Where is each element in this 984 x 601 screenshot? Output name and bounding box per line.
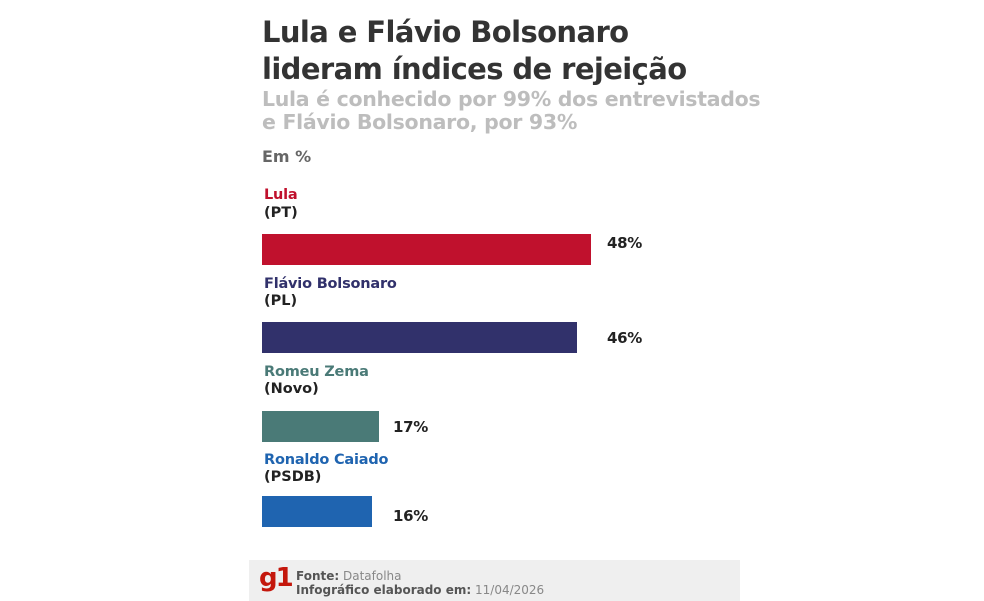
source-value: Datafolha bbox=[343, 569, 402, 583]
candidate-party: (PL) bbox=[264, 293, 298, 309]
subtitle-line-2: e Flávio Bolsonaro, por 93% bbox=[262, 110, 578, 134]
bar-flavio-bolsonaro bbox=[262, 322, 577, 353]
bar-ronaldo-caiado bbox=[262, 496, 372, 527]
source-label: Fonte: bbox=[296, 569, 340, 583]
subtitle-line-1: Lula é conhecido por 99% dos entrevistad… bbox=[262, 87, 761, 111]
candidate-party: (PT) bbox=[264, 205, 298, 221]
candidate-party: (Novo) bbox=[264, 381, 319, 397]
bar-lula bbox=[262, 234, 591, 265]
g1-logo-icon: g1 bbox=[259, 563, 294, 593]
bar-romeu-zema bbox=[262, 411, 379, 442]
chart-title: Lula e Flávio Bolsonaro lideram índices … bbox=[262, 14, 782, 88]
bar-value: 46% bbox=[607, 329, 643, 347]
date-value: 11/04/2026 bbox=[475, 583, 545, 597]
bar-value: 48% bbox=[607, 234, 643, 252]
candidate-name: Ronaldo Caiado bbox=[264, 452, 389, 468]
unit-label: Em % bbox=[262, 147, 312, 166]
candidate-name: Romeu Zema bbox=[264, 364, 369, 380]
date-label: Infográfico elaborado em: bbox=[296, 583, 472, 597]
footer bbox=[249, 560, 740, 601]
source-info: Fonte: Datafolha Infográfico elaborado e… bbox=[296, 569, 544, 597]
candidate-party: (PSDB) bbox=[264, 469, 322, 485]
candidate-name: Flávio Bolsonaro bbox=[264, 276, 397, 292]
candidate-name: Lula bbox=[264, 187, 298, 203]
title-line-1: Lula e Flávio Bolsonaro bbox=[262, 15, 629, 49]
bar-value: 16% bbox=[393, 507, 429, 525]
bar-value: 17% bbox=[393, 418, 429, 436]
chart-subtitle: Lula é conhecido por 99% dos entrevistad… bbox=[262, 88, 782, 134]
title-line-2: lideram índices de rejeição bbox=[262, 52, 687, 86]
